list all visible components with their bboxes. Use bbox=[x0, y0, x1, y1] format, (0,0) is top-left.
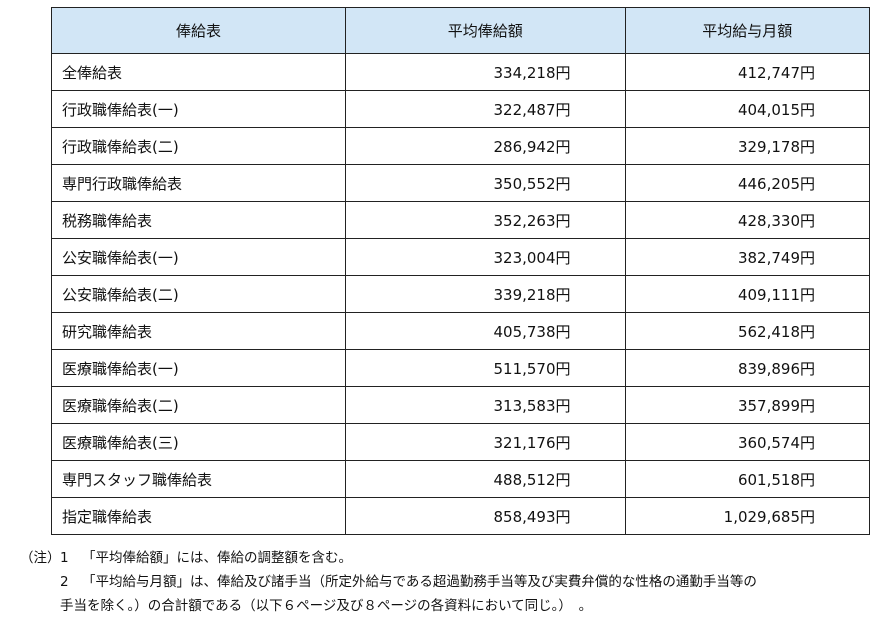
salary-table-name-cell: 医療職俸給表(一) bbox=[50, 349, 347, 387]
table-row: 税務職俸給表 352,263円 428,330円 bbox=[50, 201, 870, 239]
average-salary-cell: 339,218円 bbox=[345, 275, 626, 313]
average-monthly-pay-cell: 382,749円 bbox=[624, 238, 870, 276]
average-salary-cell: 321,176円 bbox=[345, 423, 626, 461]
average-salary-cell: 405,738円 bbox=[345, 312, 626, 350]
table-row: 専門スタッフ職俸給表 488,512円 601,518円 bbox=[50, 460, 870, 498]
table-row: 指定職俸給表 858,493円 1,029,685円 bbox=[50, 497, 870, 535]
table-row: 医療職俸給表(二) 313,583円 357,899円 bbox=[50, 386, 870, 424]
column-header-average-salary: 平均俸給額 bbox=[345, 7, 626, 54]
average-monthly-pay-cell: 409,111円 bbox=[624, 275, 870, 313]
table-row: 公安職俸給表(二) 339,218円 409,111円 bbox=[50, 275, 870, 313]
salary-table-name-cell: 公安職俸給表(二) bbox=[50, 275, 347, 313]
footnote-text: 「平均給与月額」は、俸給及び諸手当（所定外給与である超過勤務手当等及び実費弁償的… bbox=[82, 574, 757, 590]
salary-table-name-cell: 医療職俸給表(二) bbox=[50, 386, 347, 424]
average-salary-cell: 322,487円 bbox=[345, 90, 626, 128]
table-row: 医療職俸給表(一) 511,570円 839,896円 bbox=[50, 349, 870, 387]
footnote-2-continuation: 手当を除く。）の合計額である（以下６ページ及び８ページの各資料において同じ。） … bbox=[20, 594, 865, 618]
footnote-continuation-text: 手当を除く。）の合計額である（以下６ページ及び８ページの各資料において同じ。） … bbox=[60, 598, 593, 614]
average-monthly-pay-cell: 360,574円 bbox=[624, 423, 870, 461]
footnotes: （注） 1 「平均俸給額」には、俸給の調整額を含む。 2 「平均給与月額」は、俸… bbox=[20, 546, 865, 618]
average-salary-cell: 323,004円 bbox=[345, 238, 626, 276]
average-salary-cell: 286,942円 bbox=[345, 127, 626, 165]
average-monthly-pay-cell: 357,899円 bbox=[624, 386, 870, 424]
salary-table-name-cell: 公安職俸給表(一) bbox=[50, 238, 347, 276]
footnote-number: 1 bbox=[60, 550, 69, 566]
table-header-row: 俸給表 平均俸給額 平均給与月額 bbox=[50, 7, 870, 54]
average-monthly-pay-cell: 562,418円 bbox=[624, 312, 870, 350]
salary-table-name-cell: 行政職俸給表(一) bbox=[50, 90, 347, 128]
average-salary-cell: 488,512円 bbox=[345, 460, 626, 498]
footnote-1: （注） 1 「平均俸給額」には、俸給の調整額を含む。 bbox=[20, 546, 865, 570]
salary-table-name-cell: 専門スタッフ職俸給表 bbox=[50, 460, 347, 498]
salary-table-name-cell: 指定職俸給表 bbox=[50, 497, 347, 535]
footnote-prefix: （注） bbox=[20, 550, 61, 566]
table-row: 専門行政職俸給表 350,552円 446,205円 bbox=[50, 164, 870, 202]
average-monthly-pay-cell: 404,015円 bbox=[624, 90, 870, 128]
table-body: 全俸給表 334,218円 412,747円 行政職俸給表(一) 322,487円 404… bbox=[50, 53, 870, 535]
average-monthly-pay-cell: 1,029,685円 bbox=[624, 497, 870, 535]
average-monthly-pay-cell: 601,518円 bbox=[624, 460, 870, 498]
footnote-number: 2 bbox=[60, 574, 69, 590]
salary-table-name-cell: 専門行政職俸給表 bbox=[50, 164, 347, 202]
average-salary-cell: 858,493円 bbox=[345, 497, 626, 535]
salary-table: 俸給表 平均俸給額 平均給与月額 全俸給表 334,218円 412,747円 行政職… bbox=[50, 7, 870, 535]
salary-table-name-cell: 研究職俸給表 bbox=[50, 312, 347, 350]
column-header-salary-table: 俸給表 bbox=[50, 7, 347, 54]
salary-table-name-cell: 税務職俸給表 bbox=[50, 201, 347, 239]
average-salary-cell: 352,263円 bbox=[345, 201, 626, 239]
average-monthly-pay-cell: 446,205円 bbox=[624, 164, 870, 202]
table-row: 公安職俸給表(一) 323,004円 382,749円 bbox=[50, 238, 870, 276]
average-monthly-pay-cell: 428,330円 bbox=[624, 201, 870, 239]
average-monthly-pay-cell: 839,896円 bbox=[624, 349, 870, 387]
average-monthly-pay-cell: 329,178円 bbox=[624, 127, 870, 165]
table-row: 全俸給表 334,218円 412,747円 bbox=[50, 53, 870, 91]
table-row: 医療職俸給表(三) 321,176円 360,574円 bbox=[50, 423, 870, 461]
footnote-2: 2 「平均給与月額」は、俸給及び諸手当（所定外給与である超過勤務手当等及び実費弁… bbox=[20, 570, 865, 594]
footnote-text: 「平均俸給額」には、俸給の調整額を含む。 bbox=[82, 550, 352, 566]
table-row: 行政職俸給表(一) 322,487円 404,015円 bbox=[50, 90, 870, 128]
average-salary-cell: 313,583円 bbox=[345, 386, 626, 424]
salary-table-name-cell: 全俸給表 bbox=[50, 53, 347, 91]
salary-table-name-cell: 医療職俸給表(三) bbox=[50, 423, 347, 461]
average-salary-cell: 511,570円 bbox=[345, 349, 626, 387]
table-row: 行政職俸給表(二) 286,942円 329,178円 bbox=[50, 127, 870, 165]
table-row: 研究職俸給表 405,738円 562,418円 bbox=[50, 312, 870, 350]
column-header-average-monthly-pay: 平均給与月額 bbox=[624, 7, 870, 54]
average-salary-cell: 334,218円 bbox=[345, 53, 626, 91]
average-salary-cell: 350,552円 bbox=[345, 164, 626, 202]
salary-table-name-cell: 行政職俸給表(二) bbox=[50, 127, 347, 165]
average-monthly-pay-cell: 412,747円 bbox=[624, 53, 870, 91]
